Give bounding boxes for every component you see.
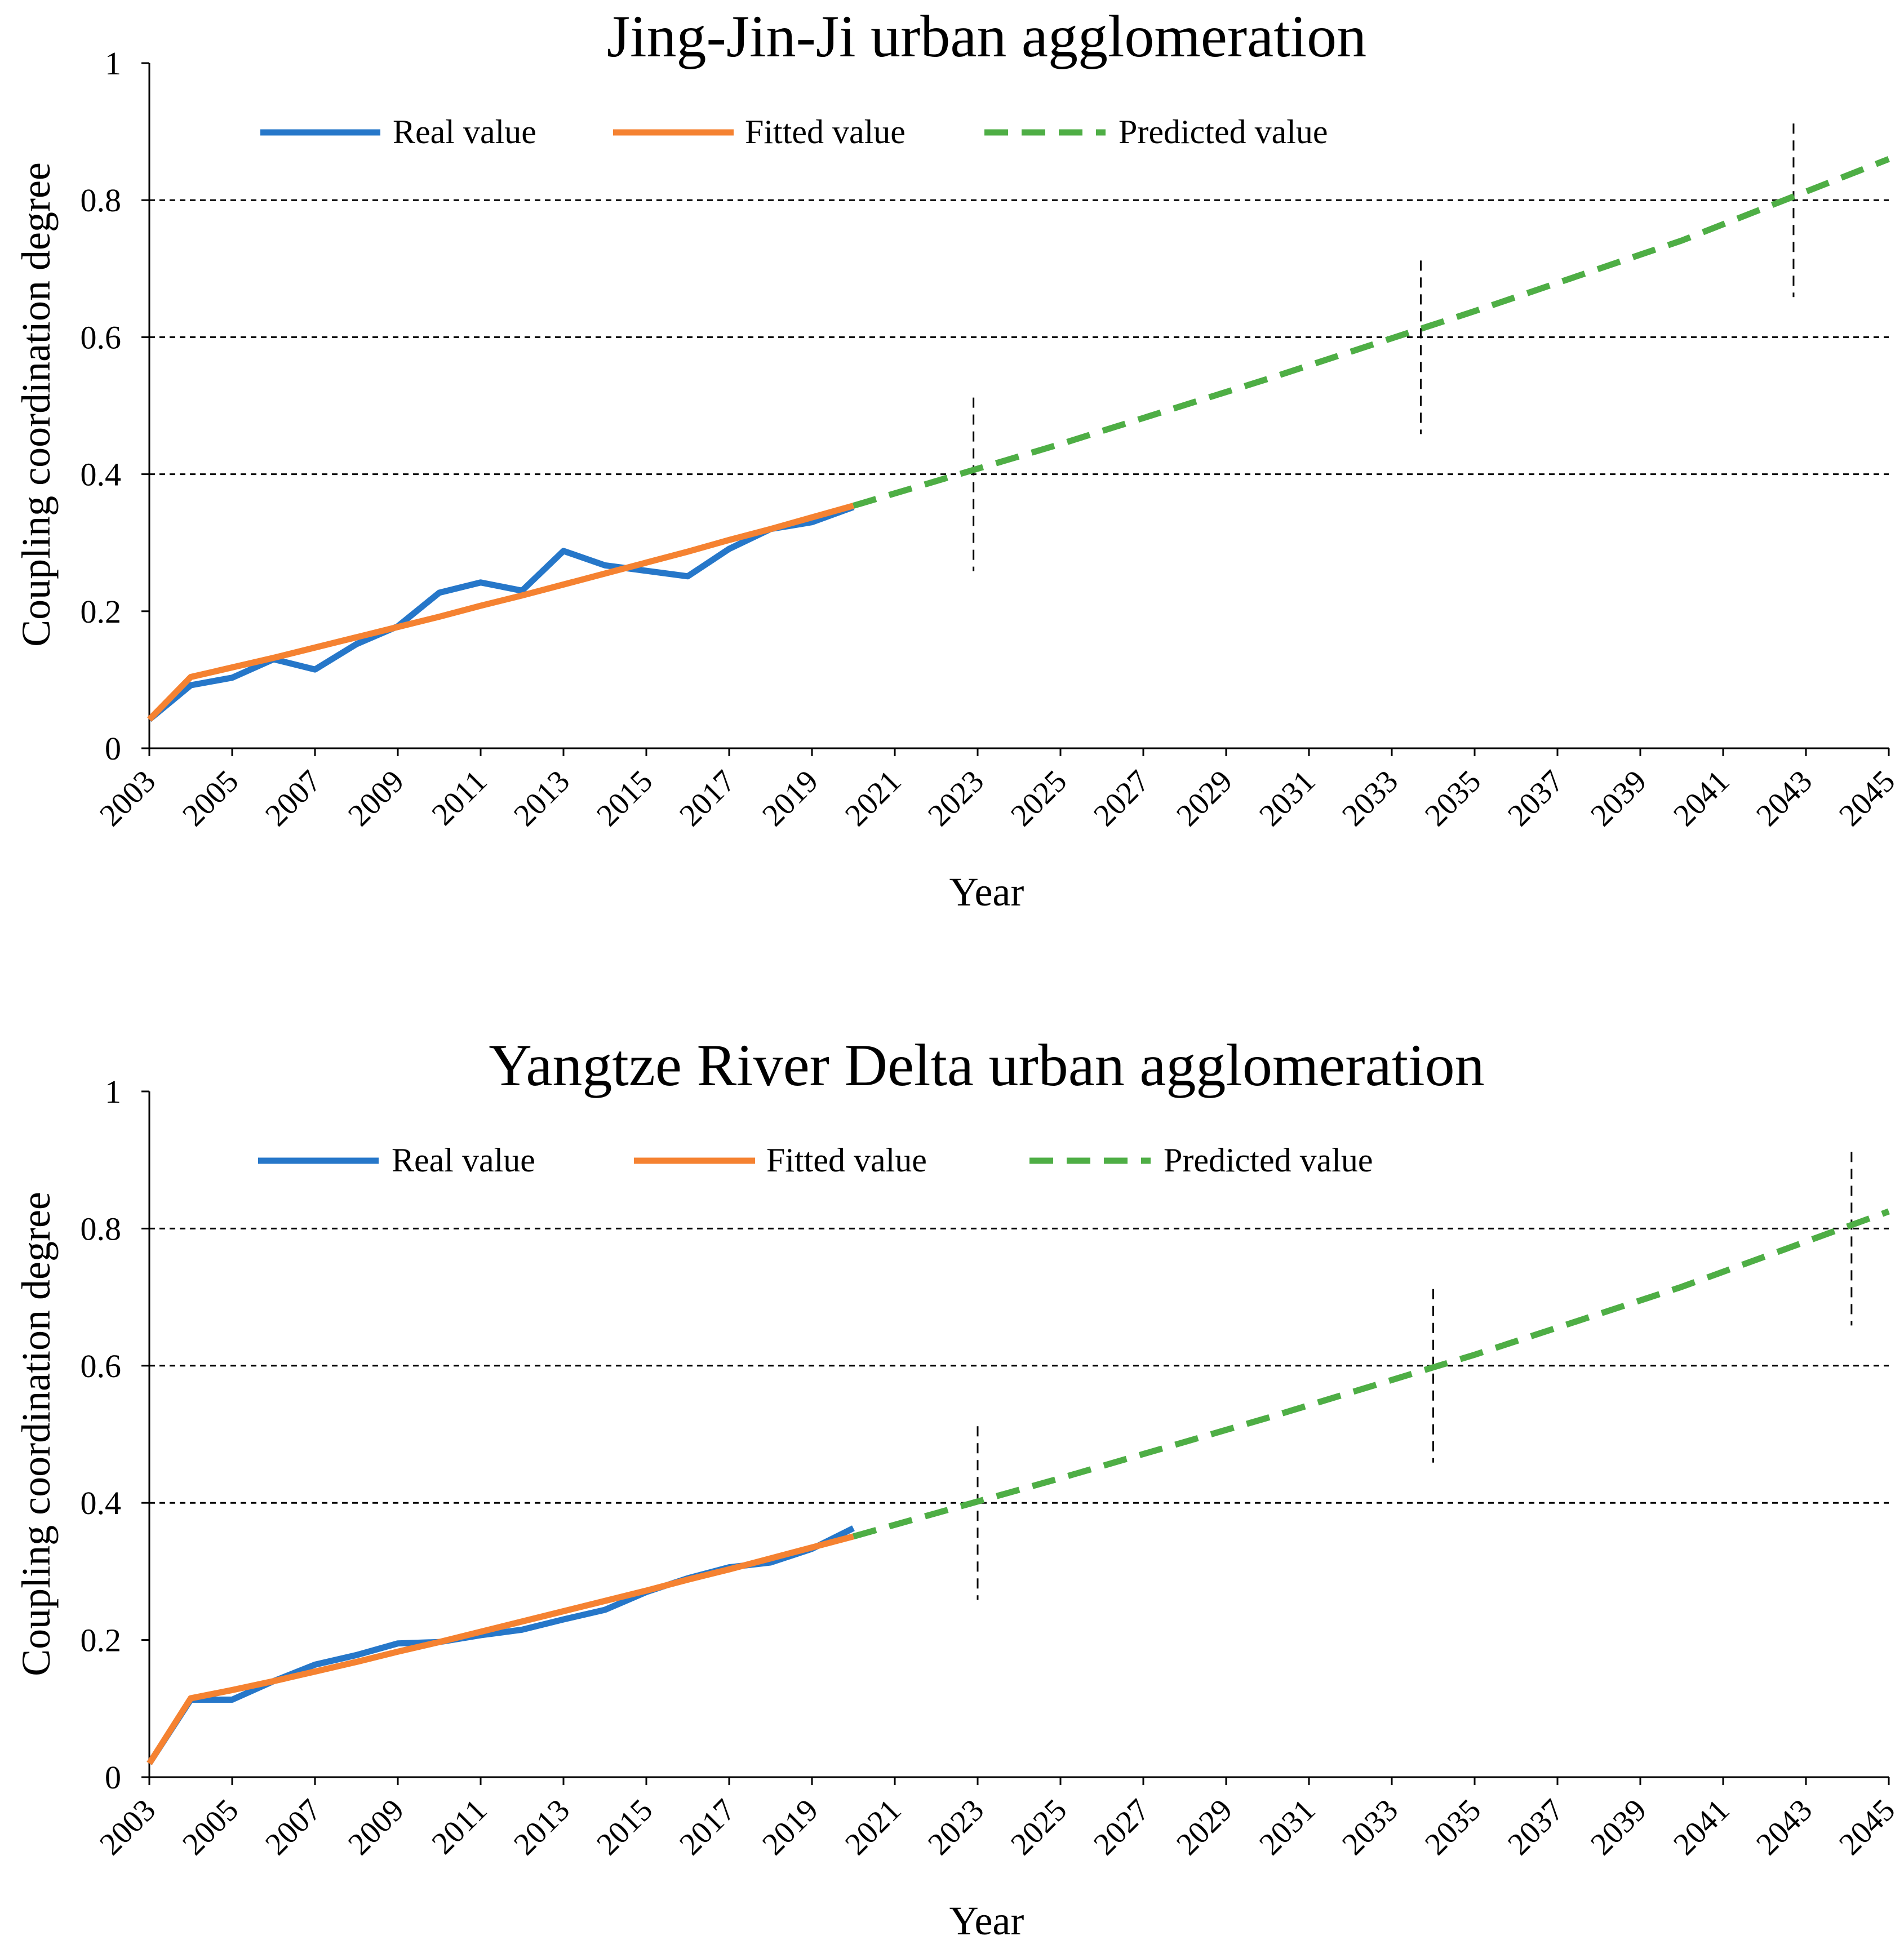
series-line-fitted (147, 1533, 854, 1765)
x-tick-label: 2011 (425, 763, 494, 832)
x-tick-label: 2025 (1004, 1792, 1073, 1862)
y-tick-label: 0.2 (81, 593, 122, 630)
x-tick-label: 2005 (176, 1792, 245, 1862)
legend-label-fitted: Fitted value (766, 1142, 927, 1179)
x-tick-label: 2027 (1087, 1792, 1156, 1862)
y-tick-label: 0.8 (81, 182, 122, 219)
x-tick-label: 2009 (341, 763, 411, 833)
x-tick-label: 2033 (1335, 763, 1405, 833)
x-tick-label: 2021 (838, 763, 908, 833)
legend-label-fitted: Fitted value (745, 113, 906, 150)
y-axis-label: Coupling coordination degree (14, 162, 59, 647)
x-tick-label: 2023 (921, 763, 991, 833)
y-tick-label: 0.8 (81, 1210, 122, 1247)
x-tick-label: 2007 (259, 1792, 328, 1862)
x-tick-label: 2019 (756, 763, 825, 833)
legend: Real value Fitted value Predicted value (258, 1142, 1373, 1179)
x-tick-label: 2017 (673, 763, 742, 833)
legend-item-predicted: Predicted value (984, 113, 1328, 150)
legend-item-real: Real value (258, 1142, 535, 1179)
legend: Real value Fitted value Predicted value (260, 113, 1328, 150)
x-tick-label: 2035 (1418, 763, 1488, 833)
x-tick-label: 2015 (590, 763, 659, 833)
y-tick-label: 0.2 (81, 1622, 122, 1659)
legend-item-predicted: Predicted value (1029, 1142, 1373, 1179)
x-tick-label: 2037 (1501, 763, 1570, 833)
y-tick-label: 0 (105, 730, 121, 767)
x-tick-label: 2037 (1501, 1792, 1570, 1862)
x-tick-label: 2019 (756, 1792, 825, 1862)
x-tick-label: 2013 (507, 1792, 576, 1862)
legend-item-real: Real value (260, 113, 536, 150)
x-tick-label: 2035 (1418, 1792, 1488, 1862)
x-tick-label: 2039 (1584, 763, 1653, 833)
legend-item-fitted: Fitted value (634, 1142, 927, 1179)
x-tick-label: 2043 (1750, 763, 1819, 833)
legend-label-predicted: Predicted value (1164, 1142, 1373, 1179)
x-tick-label: 2003 (93, 763, 162, 833)
y-tick-label: 0 (105, 1759, 121, 1796)
x-tick-label: 2007 (259, 763, 328, 833)
y-tick-label: 0.4 (81, 456, 122, 493)
y-tick-label: 1 (105, 45, 121, 82)
x-tick-label: 2009 (341, 1792, 411, 1862)
x-axis-label: Year (949, 869, 1024, 914)
chart-title: Yangtze River Delta urban agglomeration (489, 1032, 1484, 1098)
chart-jing-jin-ji: Jing-Jin-Ji urban agglomeration Coupling… (14, 3, 1902, 914)
y-tick-label: 0.6 (81, 1348, 122, 1384)
series-line-predicted (852, 156, 1890, 509)
legend-label-real: Real value (392, 1142, 535, 1179)
x-tick-label: 2025 (1004, 763, 1073, 833)
series-line-real (147, 504, 855, 722)
x-tick-label: 2041 (1667, 763, 1736, 833)
legend-label-predicted: Predicted value (1119, 113, 1328, 150)
x-tick-label: 2039 (1584, 1792, 1653, 1862)
x-tick-label: 2029 (1170, 763, 1239, 833)
x-tick-label: 2029 (1170, 1792, 1239, 1862)
x-tick-label: 2013 (507, 763, 576, 833)
x-tick-label: 2027 (1087, 763, 1156, 833)
x-tick-label: 2023 (921, 1792, 991, 1862)
y-axis-label: Coupling coordination degree (14, 1192, 59, 1676)
series-line-fitted (147, 503, 854, 722)
x-tick-label: 2003 (93, 1792, 162, 1862)
x-tick-label: 2031 (1253, 763, 1322, 833)
series-line-predicted (853, 1208, 1890, 1540)
x-tick-label: 2005 (176, 763, 245, 833)
x-axis-label: Year (949, 1898, 1024, 1943)
x-tick-label: 2015 (590, 1792, 659, 1862)
legend-item-fitted: Fitted value (613, 113, 906, 150)
y-tick-label: 1 (105, 1073, 121, 1110)
x-tick-label: 2033 (1335, 1792, 1405, 1862)
x-tick-label: 2045 (1832, 763, 1902, 833)
x-tick-label: 2017 (673, 1792, 742, 1862)
x-tick-label: 2031 (1253, 1792, 1322, 1862)
chart-title: Jing-Jin-Ji urban agglomeration (607, 3, 1366, 69)
y-tick-label: 0.6 (81, 319, 122, 356)
x-tick-label: 2045 (1832, 1792, 1902, 1862)
chart-yangtze-river-delta: Yangtze River Delta urban agglomeration … (14, 1032, 1902, 1943)
legend-label-real: Real value (393, 113, 536, 150)
x-tick-label: 2041 (1667, 1792, 1736, 1862)
x-tick-label: 2021 (838, 1792, 908, 1862)
y-tick-label: 0.4 (81, 1485, 122, 1521)
x-tick-label: 2043 (1750, 1792, 1819, 1862)
x-tick-label: 2011 (425, 1792, 494, 1861)
